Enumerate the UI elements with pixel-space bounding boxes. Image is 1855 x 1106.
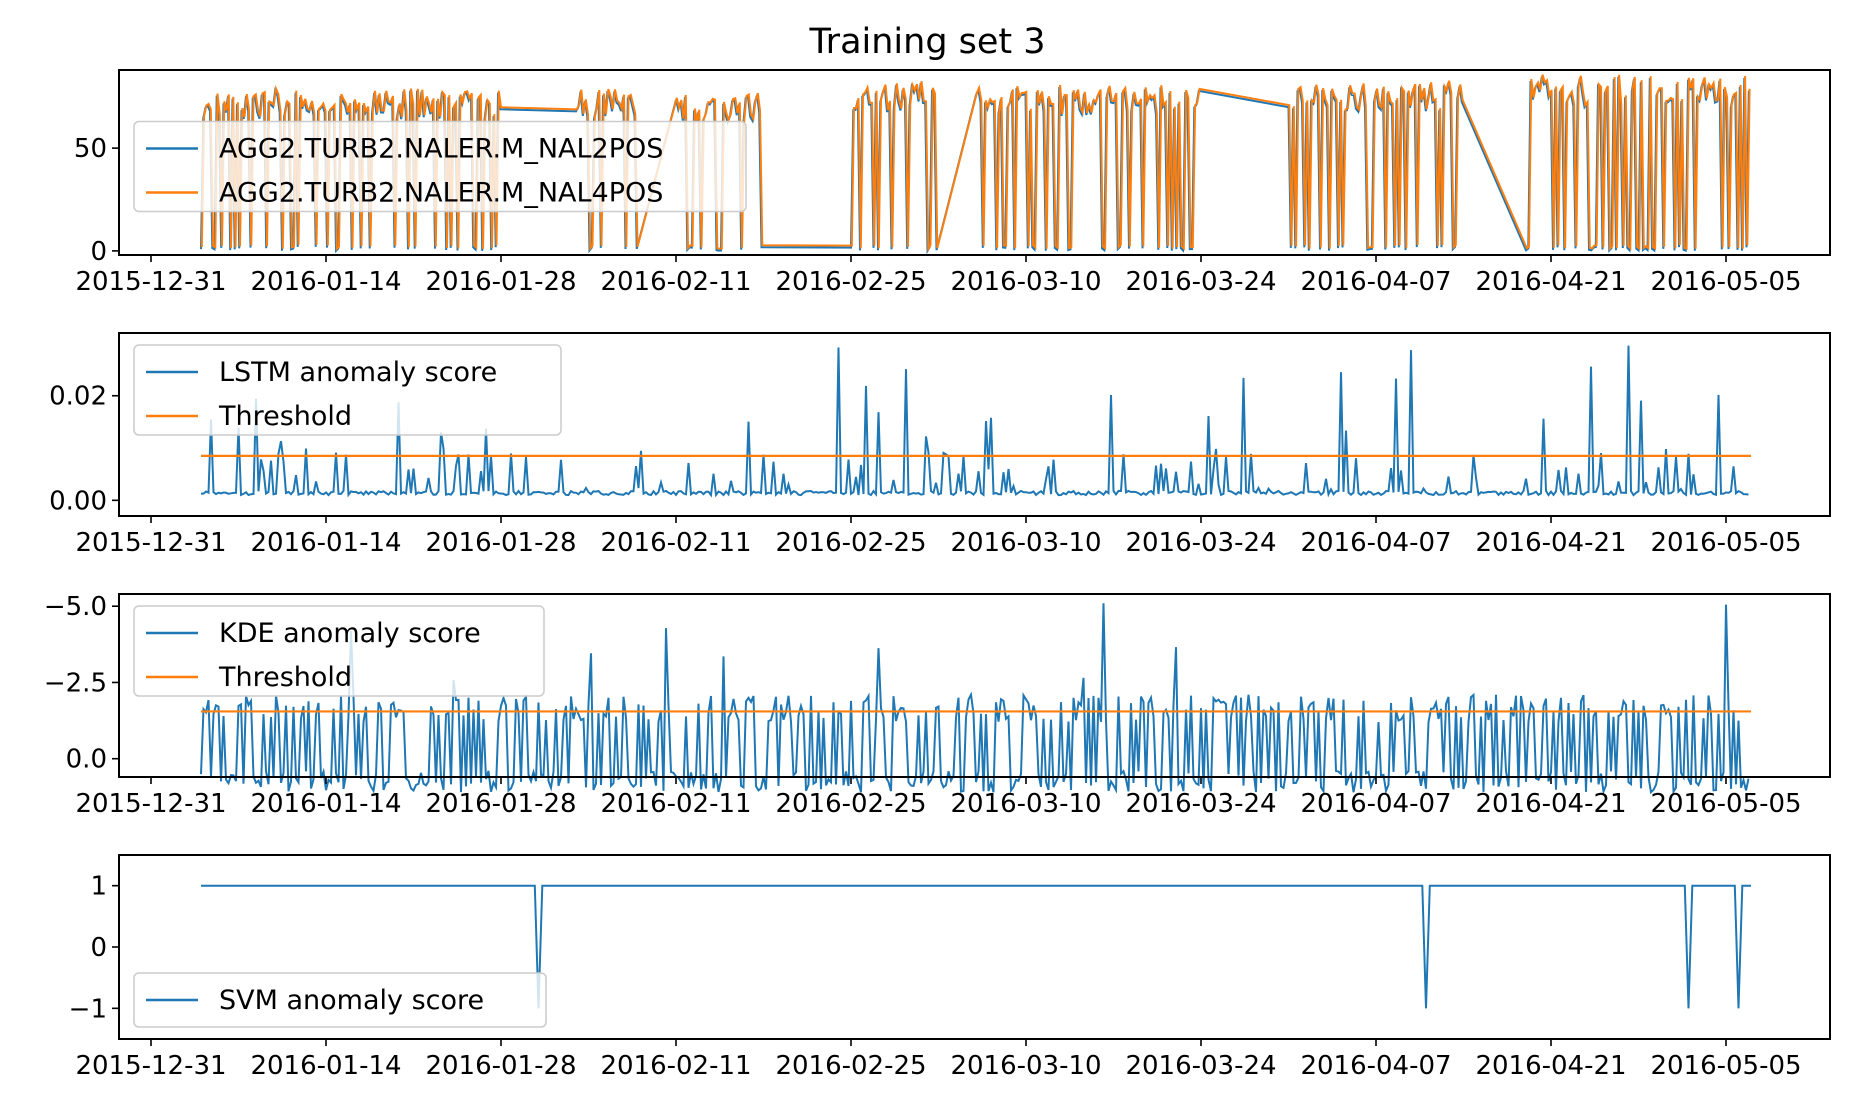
x-tick-label: 2016-01-14 xyxy=(250,789,401,819)
axes-frame xyxy=(118,69,1831,256)
y-tick-label: 0.0 xyxy=(66,745,107,775)
x-tick-label: 2016-05-05 xyxy=(1650,528,1801,558)
y-tick-label: 0 xyxy=(90,237,107,267)
x-tick-label: 2016-03-24 xyxy=(1125,528,1276,558)
x-tick-label: 2016-01-28 xyxy=(425,267,576,297)
x-tick-label: 2016-01-14 xyxy=(250,267,401,297)
legend-label: AGG2.TURB2.NALER.M_NAL4POS xyxy=(219,178,663,209)
x-tick-label: 2016-02-25 xyxy=(775,267,926,297)
x-tick-label: 2016-03-10 xyxy=(950,789,1101,819)
x-tick-label: 2016-02-11 xyxy=(600,789,751,819)
legend-label: AGG2.TURB2.NALER.M_NAL2POS xyxy=(219,134,663,165)
subplot-2: 0.00 0.02 2015-12-31 2016-01-14 2016-01-28 20… xyxy=(49,332,1831,558)
x-tick-label: 2016-02-25 xyxy=(775,528,926,558)
x-tick-label: 2016-04-21 xyxy=(1475,789,1626,819)
x-tick-label: 2016-05-05 xyxy=(1650,267,1801,297)
chart-title: Training set 3 xyxy=(809,22,1046,62)
y-tick-label: −2.5 xyxy=(44,668,107,698)
x-tick-label: 2016-02-25 xyxy=(775,789,926,819)
legend-box xyxy=(133,605,545,697)
x-tick-label: 2015-12-31 xyxy=(75,528,226,558)
legend-label: Threshold xyxy=(218,662,352,693)
y-tick-label: 50 xyxy=(74,134,107,164)
x-tick-label: 2016-03-24 xyxy=(1125,789,1276,819)
x-tick-label: 2015-12-31 xyxy=(75,267,226,297)
x-tick-label: 2016-02-25 xyxy=(775,1051,926,1081)
x-tick-label: 2016-03-24 xyxy=(1125,267,1276,297)
x-tick-label: 2016-05-05 xyxy=(1650,789,1801,819)
x-tick-label: 2016-01-14 xyxy=(250,528,401,558)
x-tick-label: 2016-04-07 xyxy=(1300,528,1451,558)
legend-label: Threshold xyxy=(218,401,352,432)
x-tick-label: 2016-04-07 xyxy=(1300,267,1451,297)
x-tick-label: 2016-01-28 xyxy=(425,789,576,819)
x-tick-label: 2016-04-21 xyxy=(1475,1051,1626,1081)
x-tick-label: 2016-04-07 xyxy=(1300,1051,1451,1081)
series-line-nal4pos xyxy=(200,74,1751,253)
y-tick-label: −1 xyxy=(69,994,107,1024)
y-tick-label: 0.02 xyxy=(49,382,107,412)
x-tick-label: 2016-05-05 xyxy=(1650,1051,1801,1081)
x-tick-label: 2016-04-21 xyxy=(1475,528,1626,558)
x-tick-label: 2016-04-07 xyxy=(1300,789,1451,819)
subplot-3: −5.0 −2.5 0.0 2015-12-31 2016-01-14 2016-01-2… xyxy=(44,592,1831,819)
x-tick-label: 2016-01-14 xyxy=(250,1051,401,1081)
legend-box xyxy=(133,120,747,213)
legend: LSTM anomaly score Threshold xyxy=(133,344,562,436)
legend: KDE anomaly score Threshold xyxy=(133,605,545,697)
series-line-kde xyxy=(200,603,1750,796)
y-tick-label: 0 xyxy=(90,933,107,963)
y-tick-label: 0.00 xyxy=(49,486,107,516)
x-tick-label: 2016-03-10 xyxy=(950,528,1101,558)
legend-label: LSTM anomaly score xyxy=(219,357,497,388)
y-tick-label: −5.0 xyxy=(44,592,107,622)
x-tick-label: 2016-02-11 xyxy=(600,1051,751,1081)
x-tick-label: 2015-12-31 xyxy=(75,789,226,819)
legend-label: SVM anomaly score xyxy=(219,985,484,1016)
x-tick-label: 2016-04-21 xyxy=(1475,267,1626,297)
x-tick-label: 2016-03-24 xyxy=(1125,1051,1276,1081)
legend: SVM anomaly score xyxy=(133,972,547,1028)
x-tick-label: 2015-12-31 xyxy=(75,1051,226,1081)
x-tick-label: 2016-01-28 xyxy=(425,528,576,558)
subplot-1: 0 50 2015-12-31 2016-01-14 2016-01-28 2016-02… xyxy=(74,69,1831,297)
x-tick-label: 2016-03-10 xyxy=(950,1051,1101,1081)
legend: AGG2.TURB2.NALER.M_NAL2POS AGG2.TURB2.NAL… xyxy=(133,120,747,213)
x-tick-label: 2016-02-11 xyxy=(600,528,751,558)
legend-label: KDE anomaly score xyxy=(219,618,481,649)
x-tick-label: 2016-02-11 xyxy=(600,267,751,297)
axes-frame xyxy=(118,593,1831,778)
x-tick-label: 2016-03-10 xyxy=(950,267,1101,297)
legend-box xyxy=(133,972,547,1028)
y-tick-label: 1 xyxy=(90,872,107,902)
legend-box xyxy=(133,344,562,436)
series-line-lstm xyxy=(201,345,1749,498)
axes-frame xyxy=(118,332,1831,517)
x-tick-label: 2016-01-28 xyxy=(425,1051,576,1081)
subplot-4: −1 0 1 2015-12-31 2016-01-14 2016-01-28 2016-0… xyxy=(69,854,1831,1081)
